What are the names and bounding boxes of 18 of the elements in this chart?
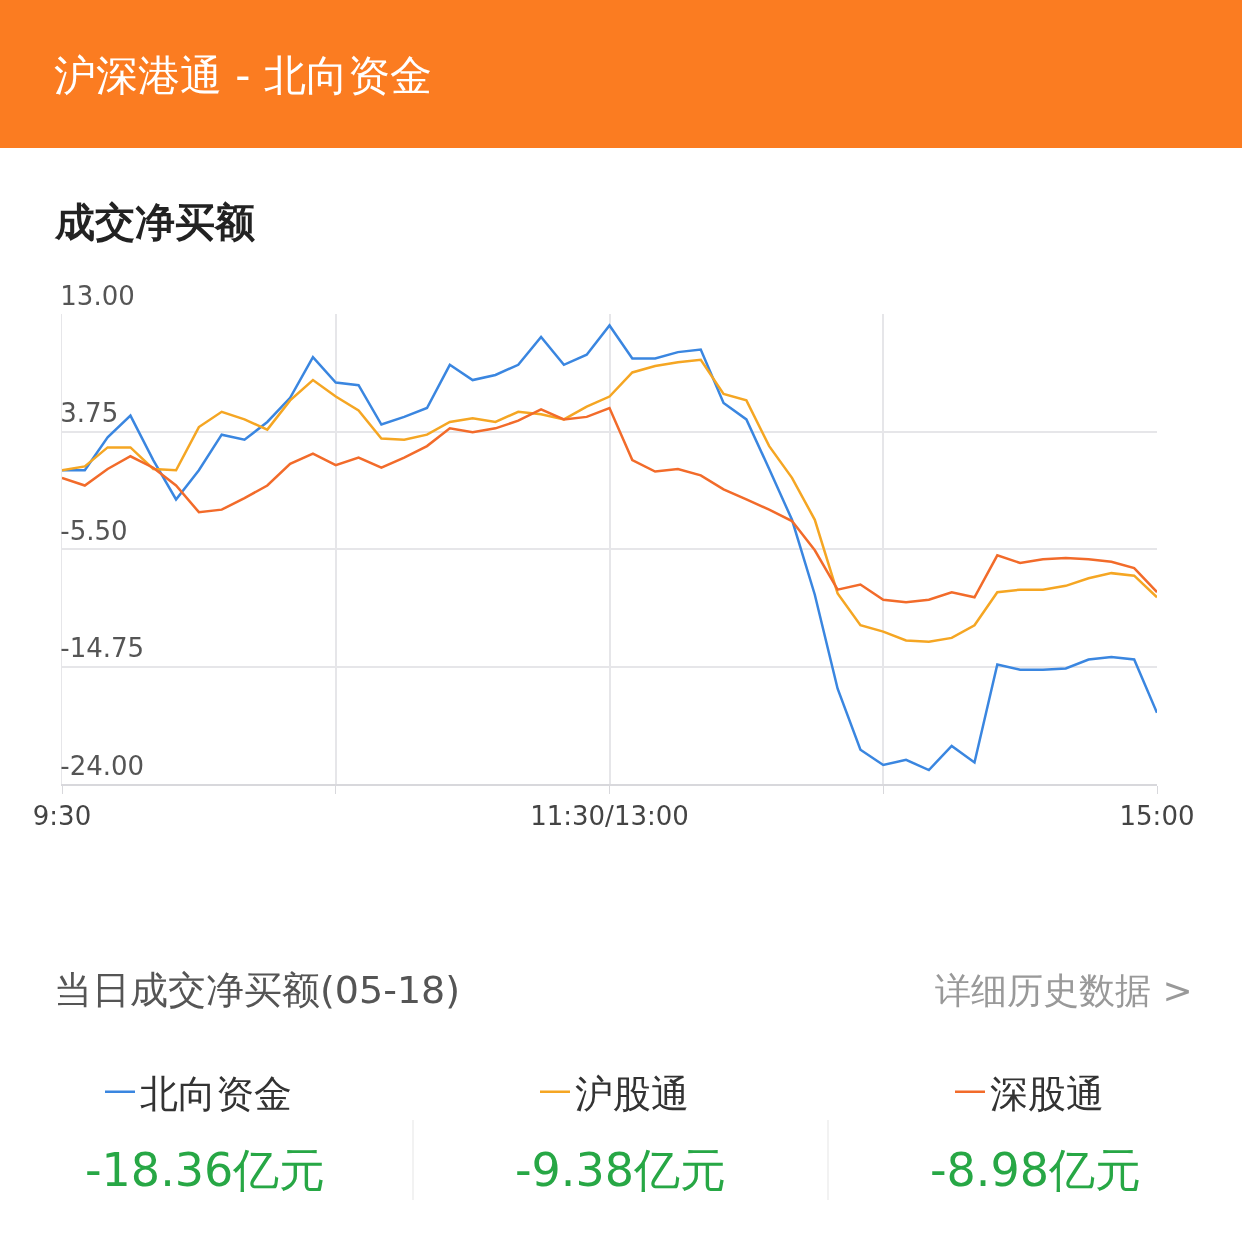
y-tick-label: 3.75 (60, 398, 119, 429)
chart-title: 沪深港通 - 北向资金 (54, 51, 432, 100)
x-tick-label: 11:30/13:00 (530, 801, 689, 832)
y-tick-label: -24.00 (60, 750, 145, 781)
legend-label: 沪股通 (575, 1071, 689, 1116)
text: -9.38亿元 (515, 1143, 727, 1197)
text: 当日成交净买额(05-18) (54, 968, 461, 1012)
y-tick-label: -5.50 (60, 515, 128, 546)
x-tick-label: 15:00 (1119, 801, 1195, 832)
legend-label: 北向资金 (140, 1071, 292, 1116)
chart-subtitle: 成交净买额 (54, 199, 255, 245)
text: -8.98亿元 (930, 1143, 1142, 1197)
x-tick-label: 9:30 (32, 801, 92, 832)
legend-label: 深股通 (990, 1071, 1104, 1116)
y-tick-label: -14.75 (60, 633, 145, 664)
text: 详细历史数据 > (935, 970, 1193, 1011)
text: -18.36亿元 (85, 1143, 326, 1197)
y-tick-label: 13.00 (60, 280, 135, 311)
